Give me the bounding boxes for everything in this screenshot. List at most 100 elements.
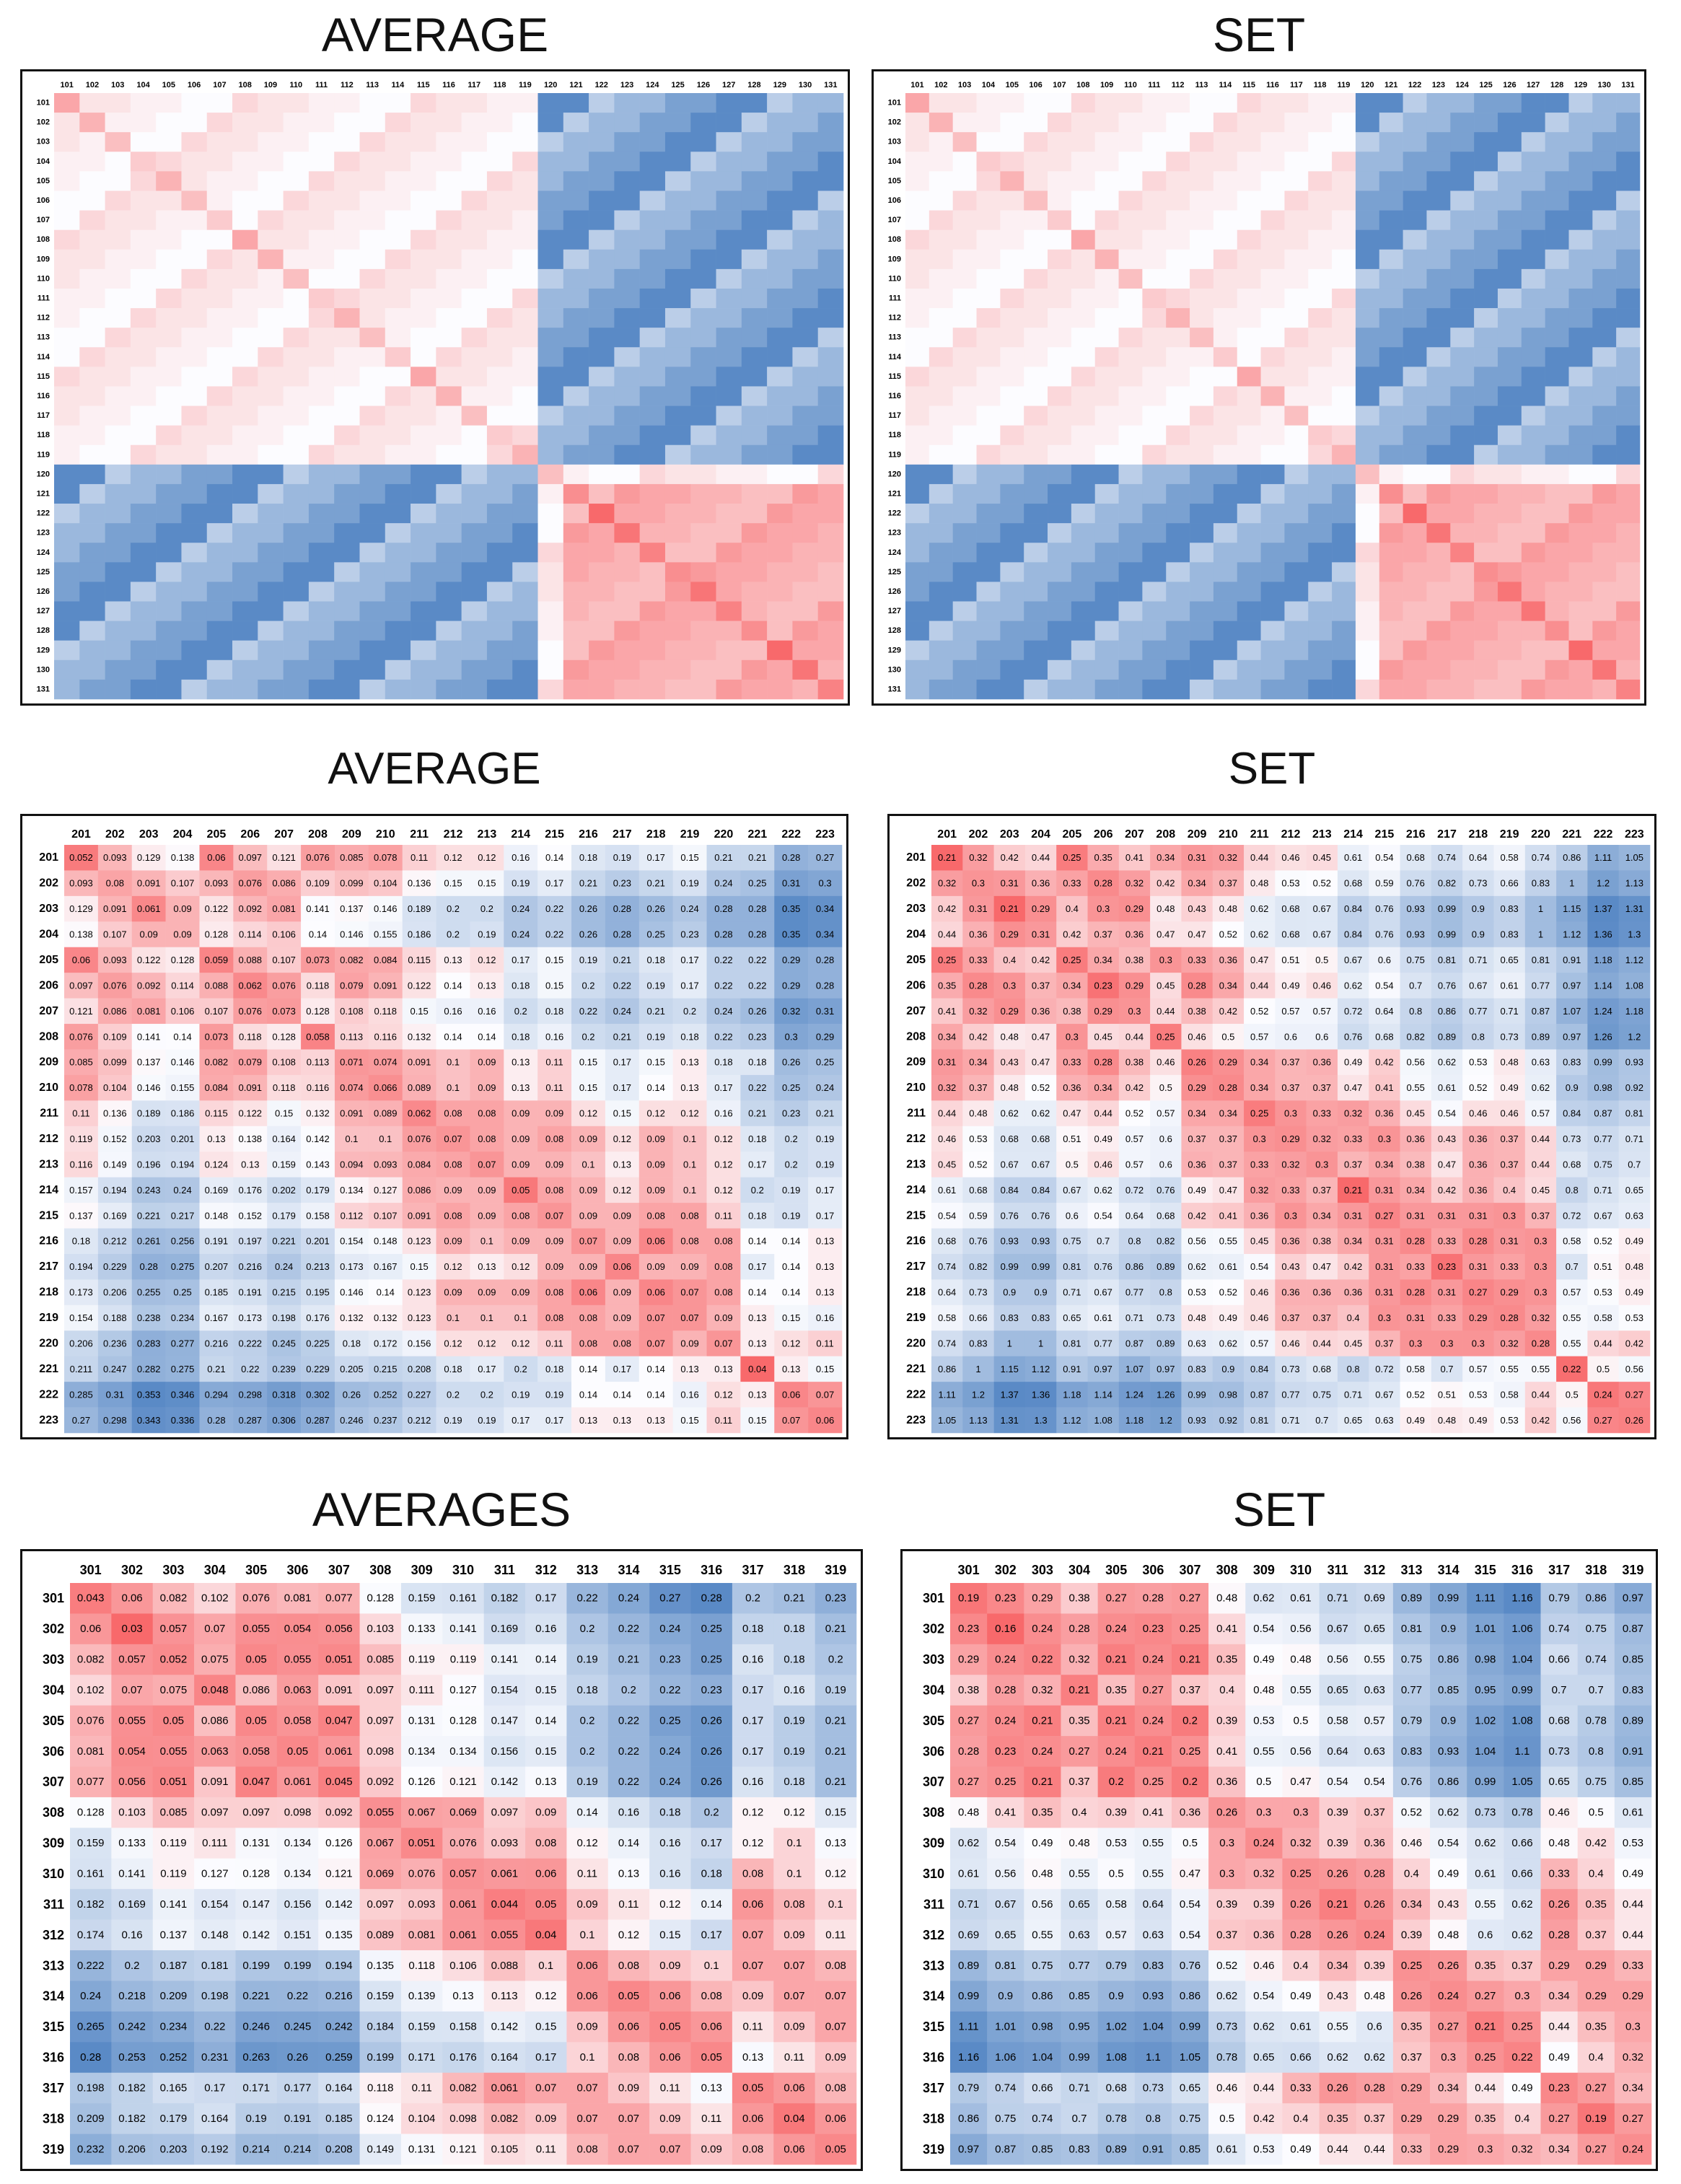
heatmap-cell — [411, 288, 436, 309]
cell-label: 1.18 — [1625, 1006, 1643, 1017]
heatmap-cell — [79, 386, 105, 406]
cell-label: 0.71 — [1594, 1185, 1612, 1196]
cell-label: 0.54 — [1250, 1261, 1268, 1272]
cell-label: 0.09 — [613, 1236, 631, 1247]
heatmap-cell — [1118, 249, 1143, 270]
heatmap-cell — [111, 1858, 154, 1890]
heatmap-cell — [1355, 523, 1380, 543]
heatmap-cell — [1462, 1407, 1494, 1434]
heatmap-cell — [79, 249, 105, 270]
heatmap-cell — [334, 504, 360, 524]
cell-label: 0.09 — [647, 1185, 665, 1196]
cell-label: 0.28 — [816, 980, 834, 991]
heatmap-cell — [1244, 1074, 1276, 1101]
heatmap-cell — [233, 947, 268, 973]
heatmap-cell — [952, 347, 977, 367]
heatmap-cell — [1181, 1382, 1213, 1408]
heatmap-cell — [1308, 444, 1333, 465]
heatmap-cell — [1212, 921, 1245, 948]
heatmap-cell — [1545, 464, 1569, 485]
heatmap-cell — [1048, 523, 1072, 543]
heatmap-cell — [111, 1583, 154, 1614]
heatmap-cell — [1118, 425, 1143, 446]
heatmap-cell — [792, 190, 819, 211]
cell-label: 0.135 — [325, 1929, 353, 1941]
heatmap-cell — [1048, 132, 1072, 152]
cell-label: 0.15 — [647, 1057, 665, 1068]
heatmap-cell — [1337, 973, 1369, 999]
heatmap-cell — [436, 210, 462, 230]
heatmap-cell — [97, 998, 133, 1025]
heatmap-cell — [235, 2011, 278, 2043]
heatmap-cell — [181, 620, 208, 641]
heatmap-cell — [589, 405, 615, 426]
column-header: 216 — [1406, 828, 1426, 841]
heatmap-cell — [461, 464, 488, 485]
heatmap-cell — [1308, 679, 1333, 700]
heatmap-cell — [1118, 947, 1151, 973]
heatmap-cell — [741, 210, 768, 230]
heatmap-cell — [1213, 620, 1238, 641]
row-header: 208 — [906, 1030, 926, 1043]
heatmap-cell — [690, 2072, 733, 2104]
heatmap-cell — [334, 1356, 369, 1382]
cell-label: 0.2 — [125, 1960, 140, 1972]
cell-label: 0.2 — [828, 1654, 843, 1666]
heatmap-cell — [1308, 425, 1333, 446]
column-header: 216 — [579, 828, 598, 841]
cell-label: 1.37 — [1594, 903, 1612, 914]
heatmap-cell — [54, 367, 80, 387]
heatmap-cell — [537, 1407, 572, 1434]
heatmap-cell — [962, 921, 994, 948]
cell-label: 0.83 — [1001, 1312, 1019, 1323]
heatmap-cell — [808, 1228, 843, 1255]
cell-label: 0.46 — [1313, 980, 1331, 991]
cell-label: 0.265 — [77, 2021, 105, 2033]
heatmap-cell — [486, 620, 513, 641]
cell-label: 0.055 — [118, 1714, 146, 1727]
heatmap-cell — [690, 2011, 733, 2043]
heatmap-cell — [206, 601, 233, 621]
heatmap-cell — [1521, 444, 1545, 465]
heatmap-cell — [976, 367, 1001, 387]
heatmap-cell — [64, 1126, 99, 1152]
heatmap-cell — [368, 998, 403, 1025]
heatmap-cell — [131, 1126, 166, 1152]
heatmap-cell — [732, 1919, 774, 1951]
heatmap-cell — [589, 679, 615, 700]
cell-label: 0.57 — [1250, 1338, 1268, 1348]
cell-label: 0.084 — [205, 1082, 229, 1093]
heatmap-cell — [537, 1330, 572, 1356]
heatmap-cell — [905, 640, 930, 661]
cell-label: 0.061 — [137, 903, 161, 914]
heatmap-cell — [1462, 1024, 1494, 1050]
cell-label: 0.99 — [1001, 1261, 1019, 1272]
heatmap-cell — [258, 405, 284, 426]
heatmap-cell — [1275, 1253, 1307, 1280]
cell-label: 0.164 — [325, 2082, 353, 2094]
cell-label: 0.77 — [1094, 1338, 1112, 1348]
cell-label: 0.076 — [103, 980, 127, 991]
heatmap-cell — [267, 1356, 302, 1382]
heatmap-svg: 101 102 103 104 105 106 107 108 109 110 111 112 113 1… — [37, 81, 844, 700]
heatmap-cell — [929, 620, 953, 641]
heatmap-cell — [235, 1889, 278, 1920]
heatmap-cell — [233, 921, 268, 948]
heatmap-cell — [792, 152, 819, 172]
heatmap-cell — [563, 386, 589, 406]
cell-label: 0.48 — [1001, 1031, 1019, 1042]
cell-label: 0.17 — [535, 1592, 556, 1605]
heatmap-cell — [664, 483, 691, 504]
heatmap-cell — [905, 620, 930, 641]
cell-label: 0.67 — [1375, 1389, 1393, 1400]
heatmap-cell — [232, 504, 258, 524]
heatmap-cell — [1118, 229, 1143, 250]
cell-label: 0.077 — [325, 1592, 353, 1605]
column-header: 122 — [1408, 81, 1421, 89]
heatmap-cell — [1493, 1126, 1526, 1152]
heatmap-cell — [1150, 1126, 1182, 1152]
heatmap-cell — [1000, 464, 1024, 485]
heatmap-cell — [1587, 845, 1619, 871]
heatmap-cell — [436, 504, 462, 524]
cell-label: 0.34 — [1063, 980, 1081, 991]
